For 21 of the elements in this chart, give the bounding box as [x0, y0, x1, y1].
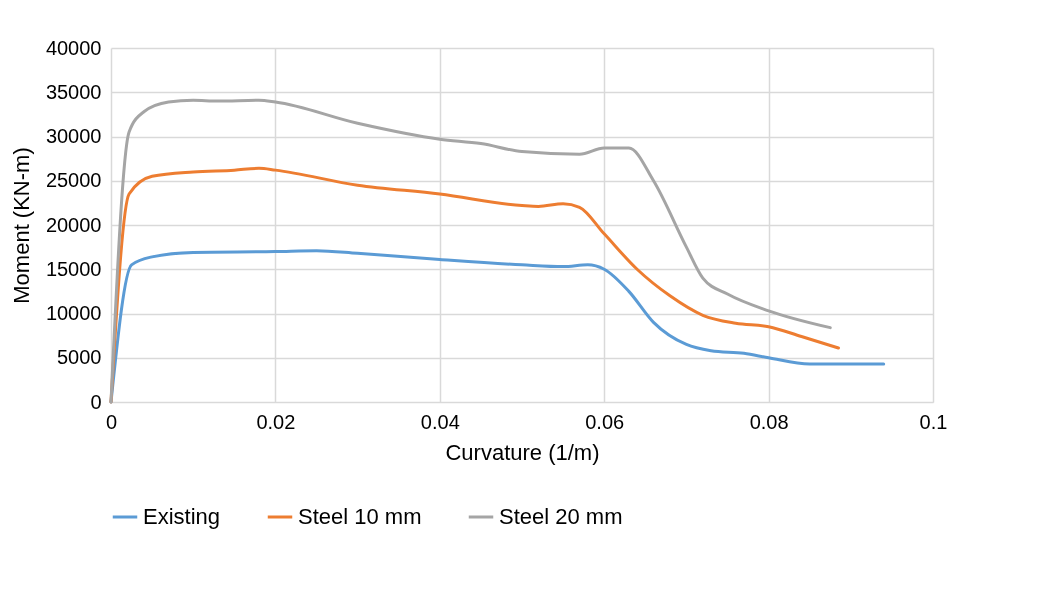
y-tick-label: 40000 — [45, 36, 102, 59]
y-tick-label: 25000 — [45, 169, 102, 192]
y-tick-label: 35000 — [45, 80, 102, 103]
legend-label: Existing — [143, 504, 221, 529]
x-tick-label: 0.04 — [420, 410, 460, 433]
x-tick-label: 0.08 — [749, 410, 789, 433]
y-tick-label: 5000 — [57, 346, 102, 369]
line-series — [109, 98, 832, 404]
legend-label: Steel 20 mm — [499, 504, 623, 529]
x-axis-title: Curvature (1/m) — [445, 439, 600, 465]
y-tick-label: 10000 — [45, 302, 102, 324]
y-tick-label: 30000 — [45, 125, 102, 147]
y-tick-label: 15000 — [45, 257, 102, 280]
x-tick-label: 0.1 — [919, 410, 948, 433]
y-tick-label: 0 — [90, 390, 102, 413]
legend-label: Steel 10 mm — [298, 504, 422, 529]
y-axis-title: Moment (KN-m) — [8, 147, 34, 304]
y-tick-label: 20000 — [45, 213, 102, 236]
x-tick-label: 0.06 — [585, 410, 625, 433]
x-tick-label: 0.02 — [256, 410, 296, 433]
x-tick-label: 0 — [105, 410, 118, 433]
